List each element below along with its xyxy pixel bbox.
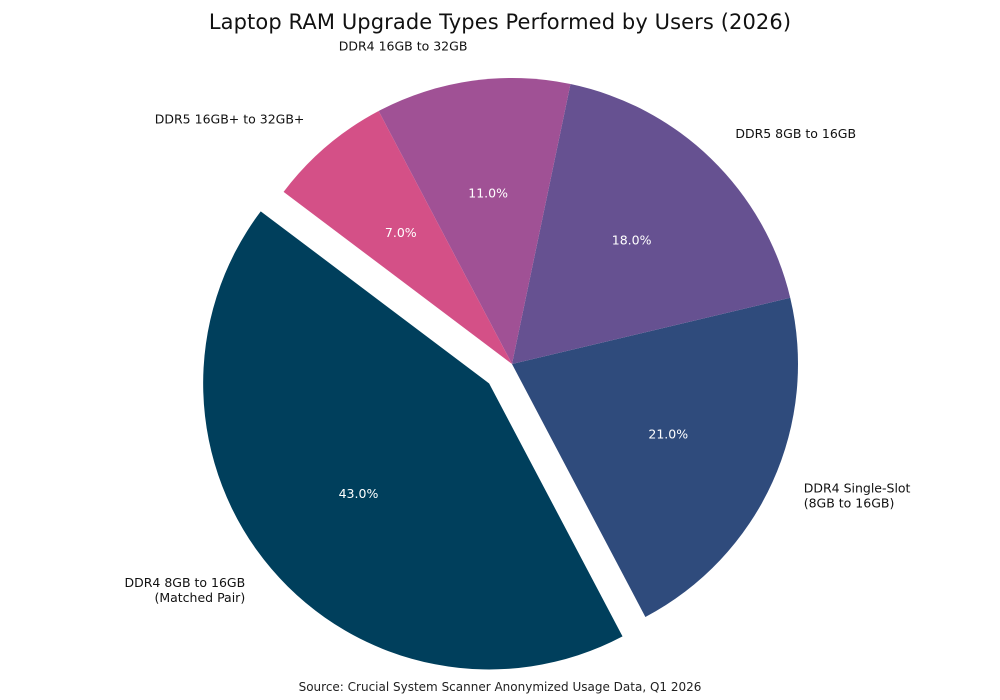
pie-slice (203, 211, 623, 670)
pie-slice (512, 84, 791, 364)
slice-percent-label: 11.0% (468, 186, 508, 201)
pie-slice (512, 297, 799, 617)
chart-source: Source: Crucial System Scanner Anonymize… (298, 680, 702, 694)
slice-percent-label: 7.0% (385, 225, 417, 240)
slice-category-label-line: DDR4 8GB to 16GB (124, 575, 245, 590)
slice-category-label-line: (Matched Pair) (154, 590, 245, 605)
slice-category-label-line: DDR4 Single-Slot (804, 480, 911, 495)
slice-category-label-line: DDR5 16GB+ to 32GB+ (155, 112, 305, 127)
chart-title: Laptop RAM Upgrade Types Performed by Us… (208, 10, 792, 34)
pie-slice (283, 111, 512, 364)
slice-category-label: DDR4 Single-Slot (8GB to 16GB) (804, 480, 911, 510)
slice-category-label-line: DDR5 8GB to 16GB (735, 126, 856, 141)
slice-category-label-line: (8GB to 16GB) (804, 495, 895, 510)
slice-category-label: DDR4 8GB to 16GB (Matched Pair) (124, 575, 245, 605)
slice-percent-label: 43.0% (339, 486, 379, 501)
slice-category-label: DDR4 16GB to 32GB (339, 38, 468, 53)
slice-percent-label: 21.0% (648, 426, 688, 441)
slice-category-label: DDR5 16GB+ to 32GB+ (155, 112, 305, 127)
slice-category-label: DDR5 8GB to 16GB (735, 126, 856, 141)
pie-slice (378, 78, 571, 364)
slice-percent-label: 18.0% (612, 232, 652, 247)
slice-category-label-line: DDR4 16GB to 32GB (339, 38, 468, 53)
